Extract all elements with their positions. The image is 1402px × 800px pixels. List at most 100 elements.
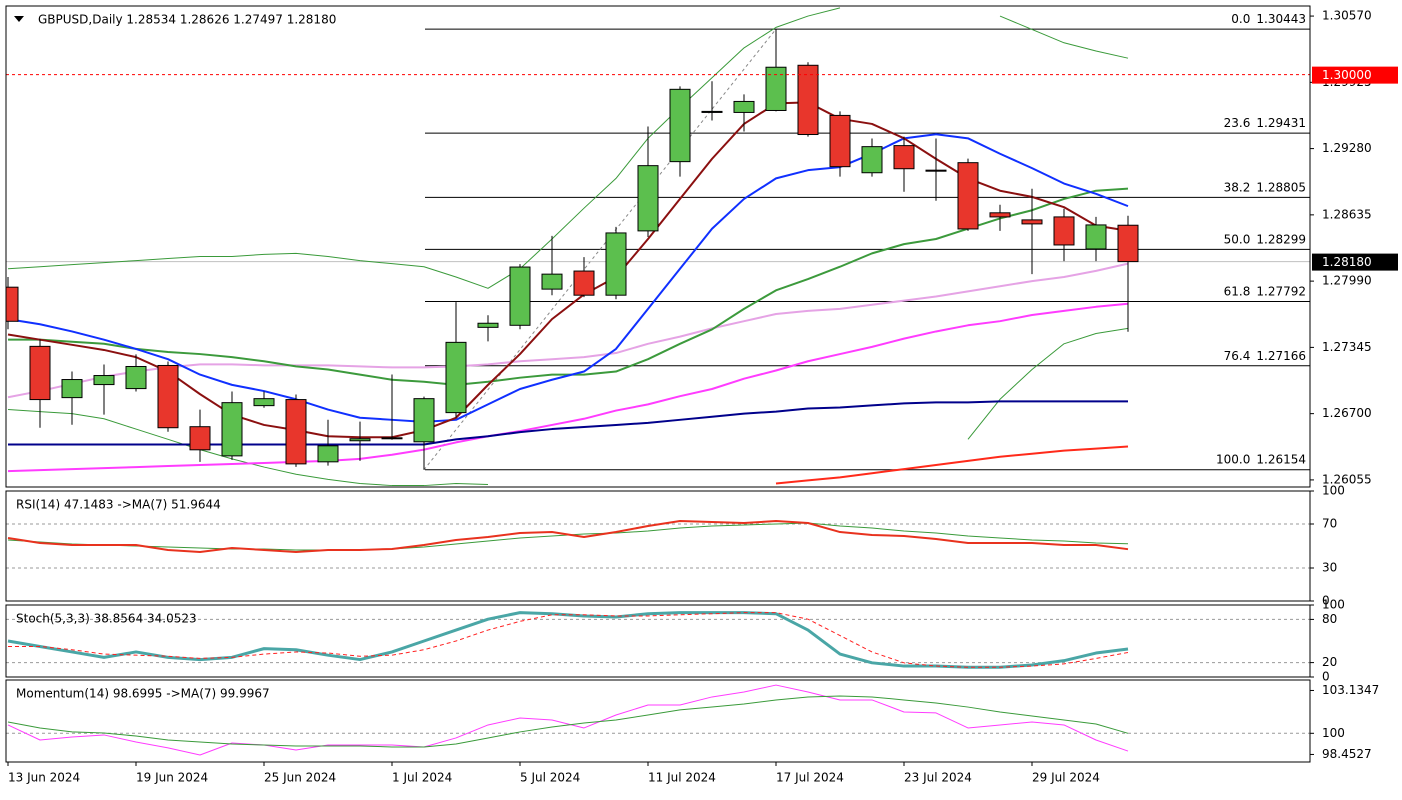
fib-level: 100.0 (1216, 452, 1250, 466)
indicator-title: RSI(14) 47.1483 ->MA(7) 51.9644 (16, 498, 221, 512)
y-tick-label: 1.27345 (1322, 340, 1372, 354)
price-level-label: 1.30000 (1322, 68, 1372, 82)
candle-body (541, 273, 563, 290)
candle-body (157, 364, 179, 429)
indicator-line (7, 684, 1129, 756)
menu-triangle[interactable] (14, 16, 24, 22)
fib-label: 61.8 1.27792 (1224, 284, 1306, 298)
candle-body (189, 426, 211, 451)
candle-body (509, 266, 531, 326)
candle-body (381, 437, 403, 440)
candle-body (413, 398, 435, 443)
y-tick-label: 1.30570 (1322, 9, 1372, 23)
candle-body (253, 398, 275, 407)
indicator-line (775, 445, 1129, 485)
fib-level: 61.8 (1224, 284, 1251, 298)
indicator-line (7, 262, 1129, 399)
y-tick-label: 98.4527 (1322, 747, 1372, 761)
y-tick-label: 103.1347 (1322, 683, 1379, 697)
candle-body (1053, 216, 1075, 246)
y-tick-label: 1.27990 (1322, 274, 1372, 288)
indicator-line (7, 101, 1129, 439)
indicator-line (7, 695, 1129, 748)
candle-body (765, 66, 787, 111)
y-tick-label: 1.26700 (1322, 406, 1372, 420)
indicator-title: Stoch(5,3,3) 38.8564 34.0523 (16, 612, 197, 626)
candle-body (61, 379, 83, 399)
candle-body (573, 270, 595, 296)
chart-title: GBPUSD,Daily 1.28534 1.28626 1.27497 1.2… (38, 13, 336, 27)
candle-body (445, 341, 467, 414)
plot-area (6, 684, 1310, 756)
fib-label: 38.2 1.28805 (1224, 180, 1306, 194)
y-tick-label: 100 (1322, 726, 1345, 740)
fib-price: 1.27792 (1256, 284, 1306, 298)
candle-body (1021, 219, 1043, 225)
candle-body (317, 445, 339, 463)
candle-body (1085, 224, 1107, 250)
y-tick-label: 80 (1322, 612, 1337, 626)
x-tick-label: 25 Jun 2024 (264, 771, 336, 785)
fib-price: 1.27166 (1256, 348, 1306, 362)
candle-body (6, 286, 19, 322)
last-price-box (1312, 253, 1398, 271)
candle-body (349, 438, 371, 442)
fib-price: 1.28805 (1256, 180, 1306, 194)
price-level-box (1312, 66, 1398, 84)
y-tick-label: 1.28635 (1322, 207, 1372, 221)
panel-frame (5, 490, 1311, 602)
plot-area (6, 611, 1310, 669)
candle-body (605, 232, 627, 296)
y-tick-label: 100 (1322, 484, 1345, 498)
x-tick-label: 19 Jun 2024 (136, 771, 208, 785)
fib-label: 100.0 1.26154 (1216, 452, 1306, 466)
indicator-line (7, 7, 1129, 289)
candle-body (733, 100, 755, 113)
candle-body (29, 345, 51, 401)
candle-body (989, 212, 1011, 218)
x-tick-label: 29 Jul 2024 (1032, 771, 1100, 785)
fib-price: 1.30443 (1256, 12, 1306, 26)
candle-body (125, 365, 147, 390)
x-tick-label: 11 Jul 2024 (648, 771, 716, 785)
fib-label: 0.0 1.30443 (1231, 12, 1306, 26)
fib-price: 1.29431 (1256, 116, 1306, 130)
indicator-line (7, 302, 1129, 473)
indicator-title: Momentum(14) 98.6995 ->MA(7) 99.9967 (16, 687, 270, 701)
y-tick-label: 1.26055 (1322, 472, 1372, 486)
indicator-line (7, 520, 1129, 554)
fib-price: 1.28299 (1256, 232, 1306, 246)
x-tick-label: 17 Jul 2024 (776, 771, 844, 785)
candle-body (93, 375, 115, 386)
candle-body (925, 169, 947, 172)
y-tick-label: 0 (1322, 670, 1330, 684)
fib-label: 50.0 1.28299 (1224, 232, 1306, 246)
candle-body (669, 88, 691, 163)
panel-frame (5, 5, 1311, 488)
last-price-label: 1.28180 (1322, 255, 1372, 269)
y-tick-label: 1.29280 (1322, 141, 1372, 155)
panel-frame (5, 679, 1311, 763)
x-tick-label: 13 Jun 2024 (8, 771, 80, 785)
y-tick-label: 100 (1322, 598, 1345, 612)
candle-body (285, 399, 307, 465)
candle-body (957, 162, 979, 230)
x-tick-label: 5 Jul 2024 (520, 771, 580, 785)
y-tick-label: 70 (1322, 517, 1337, 531)
fib-label: 23.6 1.29431 (1224, 116, 1306, 130)
candle-body (477, 322, 499, 328)
candle-body (797, 64, 819, 136)
fib-label: 76.4 1.27166 (1224, 348, 1306, 362)
fib-level: 0.0 (1231, 12, 1250, 26)
x-tick-label: 1 Jul 2024 (392, 771, 452, 785)
candle-body (221, 402, 243, 457)
plot-area (6, 520, 1310, 569)
plot-area (6, 7, 1310, 487)
fib-level: 38.2 (1224, 180, 1251, 194)
y-tick-label: 0 (1322, 594, 1330, 608)
fib-price: 1.26154 (1256, 452, 1306, 466)
x-tick-label: 23 Jul 2024 (904, 771, 972, 785)
y-tick-label: 20 (1322, 655, 1337, 669)
